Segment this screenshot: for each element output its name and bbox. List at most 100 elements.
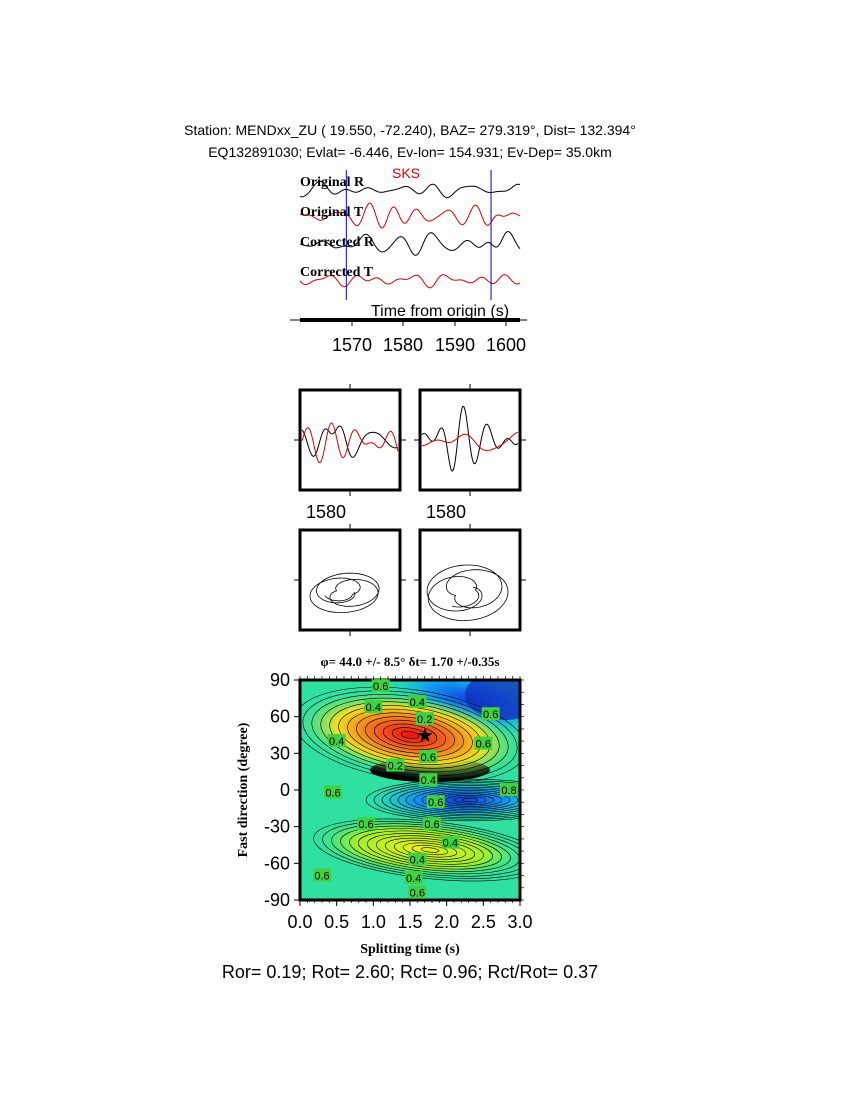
y-tick-label: 0 xyxy=(280,780,290,800)
y-tick-label: -60 xyxy=(264,853,290,873)
x-tick-label: 2.5 xyxy=(471,912,496,932)
contour-label: 0.6 xyxy=(314,871,329,883)
trace-label: Corrected R xyxy=(300,235,375,250)
trace-line xyxy=(299,180,521,199)
contour-label: 0.8 xyxy=(501,785,516,797)
contour-label-bg xyxy=(441,835,460,849)
contour-label: 0.2 xyxy=(417,714,432,726)
transverse-waveform xyxy=(301,422,399,464)
contour-label-bg xyxy=(327,734,346,748)
contour-line xyxy=(400,731,420,739)
contour-label: 0.4 xyxy=(410,697,425,709)
transverse-waveform xyxy=(421,431,519,452)
x-axis-label: Time from origin (s) xyxy=(371,303,509,320)
contour-line xyxy=(391,727,429,743)
contour-label: 0.6 xyxy=(476,739,491,751)
contour-line xyxy=(420,847,440,853)
trace-panel xyxy=(299,170,521,300)
contour-line xyxy=(421,790,519,810)
contour-label-bg xyxy=(423,817,441,831)
contour-label-bg xyxy=(357,817,375,831)
contour-line xyxy=(393,840,467,860)
x-tick-label: 1580 xyxy=(383,335,423,355)
trace-label: Original T xyxy=(300,205,364,220)
x-tick-label: 1.0 xyxy=(361,912,386,932)
radial-waveform xyxy=(421,405,519,472)
x-tick-label: 1600 xyxy=(486,335,526,355)
trace-line xyxy=(299,202,521,229)
trace-line xyxy=(299,274,521,289)
contour-label: 0.2 xyxy=(388,761,403,773)
contour-label: 0.4 xyxy=(329,736,344,748)
x-tick-label: 1580 xyxy=(426,502,466,522)
x-tick-label: 1580 xyxy=(306,502,346,522)
contour-label-bg xyxy=(324,785,342,799)
contour-label-bg xyxy=(386,758,405,772)
contour-label-bg xyxy=(408,852,427,866)
x-tick-label: 2.0 xyxy=(434,912,459,932)
event-info: EQ132891030; Evlat= -6.446, Ev-lon= 154.… xyxy=(208,144,612,160)
trace-line xyxy=(299,230,521,256)
contour-label: 0.6 xyxy=(421,752,436,764)
contour-line xyxy=(381,782,520,818)
contour-line xyxy=(349,828,511,872)
panel-frame xyxy=(418,528,522,632)
contour-label: 0.4 xyxy=(410,855,425,867)
contour-label: 0.4 xyxy=(366,702,381,714)
contour-line xyxy=(445,794,495,806)
y-tick-label: 90 xyxy=(270,670,290,690)
y-tick-label: 60 xyxy=(270,707,290,727)
contour-label-bg xyxy=(419,773,438,787)
grid-y-axis-label: Fast direction (degree) xyxy=(236,722,251,857)
contour-label-bg xyxy=(408,695,427,708)
contour-line xyxy=(413,788,520,812)
grid-title: φ= 44.0 +/- 8.5° δt= 1.70 +/-0.35s xyxy=(321,654,500,669)
particle-motion xyxy=(426,564,509,622)
contour-label: 0.6 xyxy=(410,888,425,900)
x-tick-label: 1570 xyxy=(332,335,372,355)
contour-line xyxy=(367,833,493,867)
contour-line xyxy=(302,690,518,780)
station-info: Station: MENDxx_ZU ( 19.550, -72.240), B… xyxy=(184,122,636,138)
contour-label: 0.4 xyxy=(443,838,458,850)
radial-waveform xyxy=(301,425,399,458)
contour-line xyxy=(373,719,447,751)
y-tick-label: -30 xyxy=(264,817,290,837)
contour-line xyxy=(382,723,438,747)
y-tick-label: -90 xyxy=(264,890,290,910)
contour-label-bg xyxy=(426,795,445,809)
x-tick-label: 0.0 xyxy=(287,912,312,932)
contour-line xyxy=(453,796,487,804)
contour-label-bg xyxy=(408,885,427,899)
grid-axes: 0.0 0.5 1.0 1.5 2.0 2.5 3.0 90 60 30 0 -30 -60 -90 xyxy=(264,670,533,932)
x-tick-label: 3.0 xyxy=(507,912,532,932)
x-tick-label: 0.5 xyxy=(324,912,349,932)
grid-x-axis-label: Splitting time (s) xyxy=(360,942,460,957)
contour-line xyxy=(389,783,520,817)
trace-x-axis xyxy=(290,318,527,326)
contour-label: 0.6 xyxy=(358,819,373,831)
contour-line xyxy=(402,842,458,858)
contour-label-bg xyxy=(313,868,331,882)
phase-label: SKS xyxy=(392,165,420,181)
contour-line xyxy=(405,786,520,814)
x-tick-label: 1590 xyxy=(435,335,475,355)
contour-line xyxy=(356,712,464,758)
contour-line xyxy=(347,708,473,762)
contour-line xyxy=(373,780,520,820)
x-tick-label: 1.5 xyxy=(397,912,422,932)
trace-label: Corrected T xyxy=(300,265,374,280)
best-fit-star-icon: ★ xyxy=(416,725,434,747)
contour-label-bg xyxy=(415,712,434,726)
contour-line xyxy=(365,778,520,822)
contour-line xyxy=(300,686,520,784)
contour-line xyxy=(397,785,520,815)
contour-label: 0.6 xyxy=(424,819,439,831)
particle-motion xyxy=(309,572,380,613)
contour-label-bg xyxy=(371,679,390,693)
contour-line xyxy=(461,798,479,802)
ratio-summary: Ror= 0.19; Rot= 2.60; Rct= 0.96; Rct/Rot… xyxy=(222,962,598,982)
contour-line xyxy=(384,837,476,863)
contour-label: 0.6 xyxy=(428,797,443,809)
